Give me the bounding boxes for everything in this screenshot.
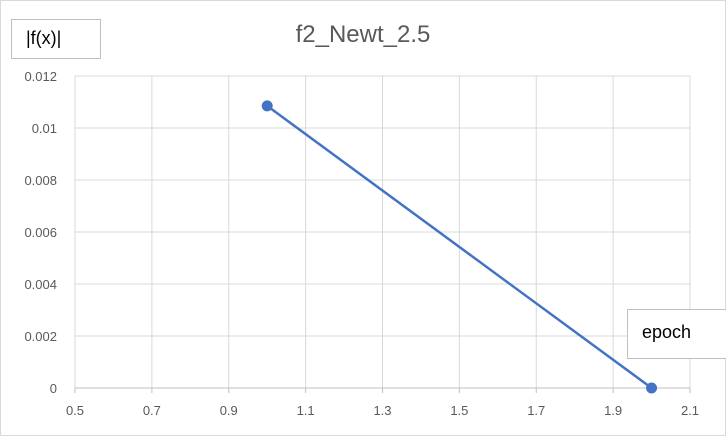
y-tick-label: 0.006 (24, 225, 57, 240)
y-tick-label: 0.012 (24, 69, 57, 84)
y-tick-label: 0.008 (24, 173, 57, 188)
x-tick-label: 0.9 (220, 403, 238, 418)
y-tick-label: 0 (50, 381, 57, 396)
x-tick-label: 1.1 (297, 403, 315, 418)
x-tick-label: 1.7 (527, 403, 545, 418)
chart-title: f2_Newt_2.5 (295, 21, 431, 48)
x-tick-label: 0.7 (143, 403, 161, 418)
x-tick-label: 0.5 (66, 403, 84, 418)
x-tick-label: 2.1 (681, 403, 699, 418)
y-axis-label: |f(x)| (11, 19, 101, 59)
data-point (646, 382, 658, 394)
y-tick-label: 0.002 (24, 329, 57, 344)
x-tick-label: 1.3 (373, 403, 391, 418)
data-point (261, 100, 273, 112)
y-tick-label: 0.01 (32, 121, 57, 136)
x-axis-label: epoch (627, 309, 726, 359)
x-tick-label: 1.9 (604, 403, 622, 418)
x-tick-label: 1.5 (450, 403, 468, 418)
series-line (266, 104, 653, 390)
y-tick-label: 0.004 (24, 277, 57, 292)
